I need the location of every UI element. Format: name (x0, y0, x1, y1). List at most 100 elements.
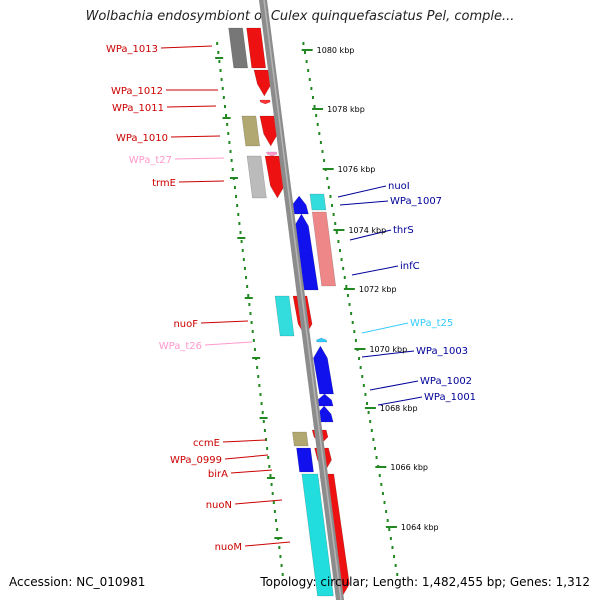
ruler-dot (383, 501, 386, 504)
ruler-dot (237, 213, 240, 216)
ruler-dot (263, 429, 266, 432)
ruler-dot (253, 348, 256, 351)
ruler-dot (267, 456, 270, 459)
ruler-dot (238, 222, 241, 225)
ruler-dot (245, 276, 248, 279)
ruler-dot (220, 78, 223, 81)
ruler-dot (229, 150, 232, 153)
gene-feature (311, 211, 336, 287)
gene-label-left: WPa_1013 (106, 44, 158, 55)
ruler-dot (257, 375, 260, 378)
ruler-dot (389, 537, 392, 540)
ruler-dot (226, 123, 229, 126)
ruler-dot (280, 564, 283, 567)
gene-feature (246, 155, 267, 199)
ruler-dot (354, 339, 357, 342)
ruler-dot (319, 141, 322, 144)
ruler-dot (362, 384, 365, 387)
leader-line (351, 265, 399, 276)
leader-line (204, 341, 253, 346)
ruler-dot (271, 492, 274, 495)
leader-line (369, 380, 419, 391)
ruler-dot (259, 393, 262, 396)
ruler-dot (241, 249, 244, 252)
gene-feature (313, 345, 334, 395)
ruler-ticks: 1080 kbp 1078 kbp 1076 kbp 1074 kbp 1072 kbp… (215, 46, 439, 539)
leader-line (361, 322, 409, 334)
ruler-dot (240, 240, 243, 243)
ruler-dot (369, 420, 372, 423)
ruler-label: 1080 kbp (317, 46, 355, 55)
ruler-dot (345, 285, 348, 288)
ruler-dot (304, 51, 307, 54)
gene-feature (253, 69, 272, 97)
ruler-dot (378, 474, 381, 477)
leader-line (230, 469, 273, 474)
ruler-dot (315, 114, 318, 117)
ruler-dot (279, 555, 282, 558)
ruler-label: 1066 kbp (390, 463, 428, 472)
ruler-dot (230, 159, 233, 162)
gene-label-left: WPa_1012 (111, 86, 163, 97)
leader-line (160, 45, 213, 49)
ruler-dot (367, 411, 370, 414)
ruler-dot (393, 555, 396, 558)
ruler-dot (261, 411, 264, 414)
ruler-dot (366, 402, 369, 405)
gene-label-left: WPa_0999 (170, 455, 222, 466)
ruler-dot (338, 249, 341, 252)
ruler-dot (388, 528, 391, 531)
ruler-dot (246, 285, 249, 288)
ruler-dot (348, 303, 351, 306)
ruler-dot (327, 186, 330, 189)
ruler-dot (323, 159, 326, 162)
genome-summary: Topology: circular; Length: 1,482,455 bp… (260, 575, 590, 589)
leader-line (339, 200, 389, 206)
ruler-dot (334, 222, 337, 225)
ruler-dot (268, 465, 271, 468)
accession-label: Accession: NC_010981 (9, 575, 146, 589)
ruler-dot (269, 474, 272, 477)
ruler-dot (266, 447, 269, 450)
ruler-dot (239, 231, 242, 234)
ruler-dot (272, 501, 275, 504)
ruler-dot (307, 69, 310, 72)
ruler-dot (343, 276, 346, 279)
leader-line (200, 320, 249, 324)
gene-feature (246, 27, 267, 69)
ruler-dot (265, 438, 268, 441)
ruler-dot (281, 573, 284, 576)
ruler-dot (308, 78, 311, 81)
ruler-dot (225, 114, 228, 117)
gene-feature (292, 431, 309, 447)
gene-label-left: birA (208, 469, 228, 480)
ruler-dot (305, 60, 308, 63)
genome-backbone (259, 0, 344, 600)
ruler-dot (321, 150, 324, 153)
gene-feature (264, 155, 285, 199)
gene-feature (309, 193, 327, 211)
gene-label-right: WPa_1001 (424, 392, 476, 403)
ruler-dot (235, 195, 238, 198)
ruler-label: 1076 kbp (338, 165, 376, 174)
leader-line (234, 499, 283, 505)
ruler-dot (310, 87, 313, 90)
ruler-dot (233, 186, 236, 189)
ruler-dot (359, 366, 362, 369)
gene-feature (274, 295, 295, 337)
backbone-band (259, 0, 344, 600)
ruler-dot (217, 51, 220, 54)
leader-line (337, 185, 387, 198)
ruler-dot (216, 42, 219, 45)
ruler-dot (351, 321, 354, 324)
gene-label-right: WPa_1002 (420, 376, 472, 387)
gene-feature (296, 447, 314, 473)
ruler-dot (381, 492, 384, 495)
ruler-dot (332, 213, 335, 216)
ruler-dot (358, 357, 361, 360)
ruler-dot (223, 105, 226, 108)
ruler-label: 1064 kbp (401, 523, 439, 532)
ruler-dot (326, 177, 329, 180)
ruler-dot (391, 546, 394, 549)
ruler-dot (270, 483, 273, 486)
